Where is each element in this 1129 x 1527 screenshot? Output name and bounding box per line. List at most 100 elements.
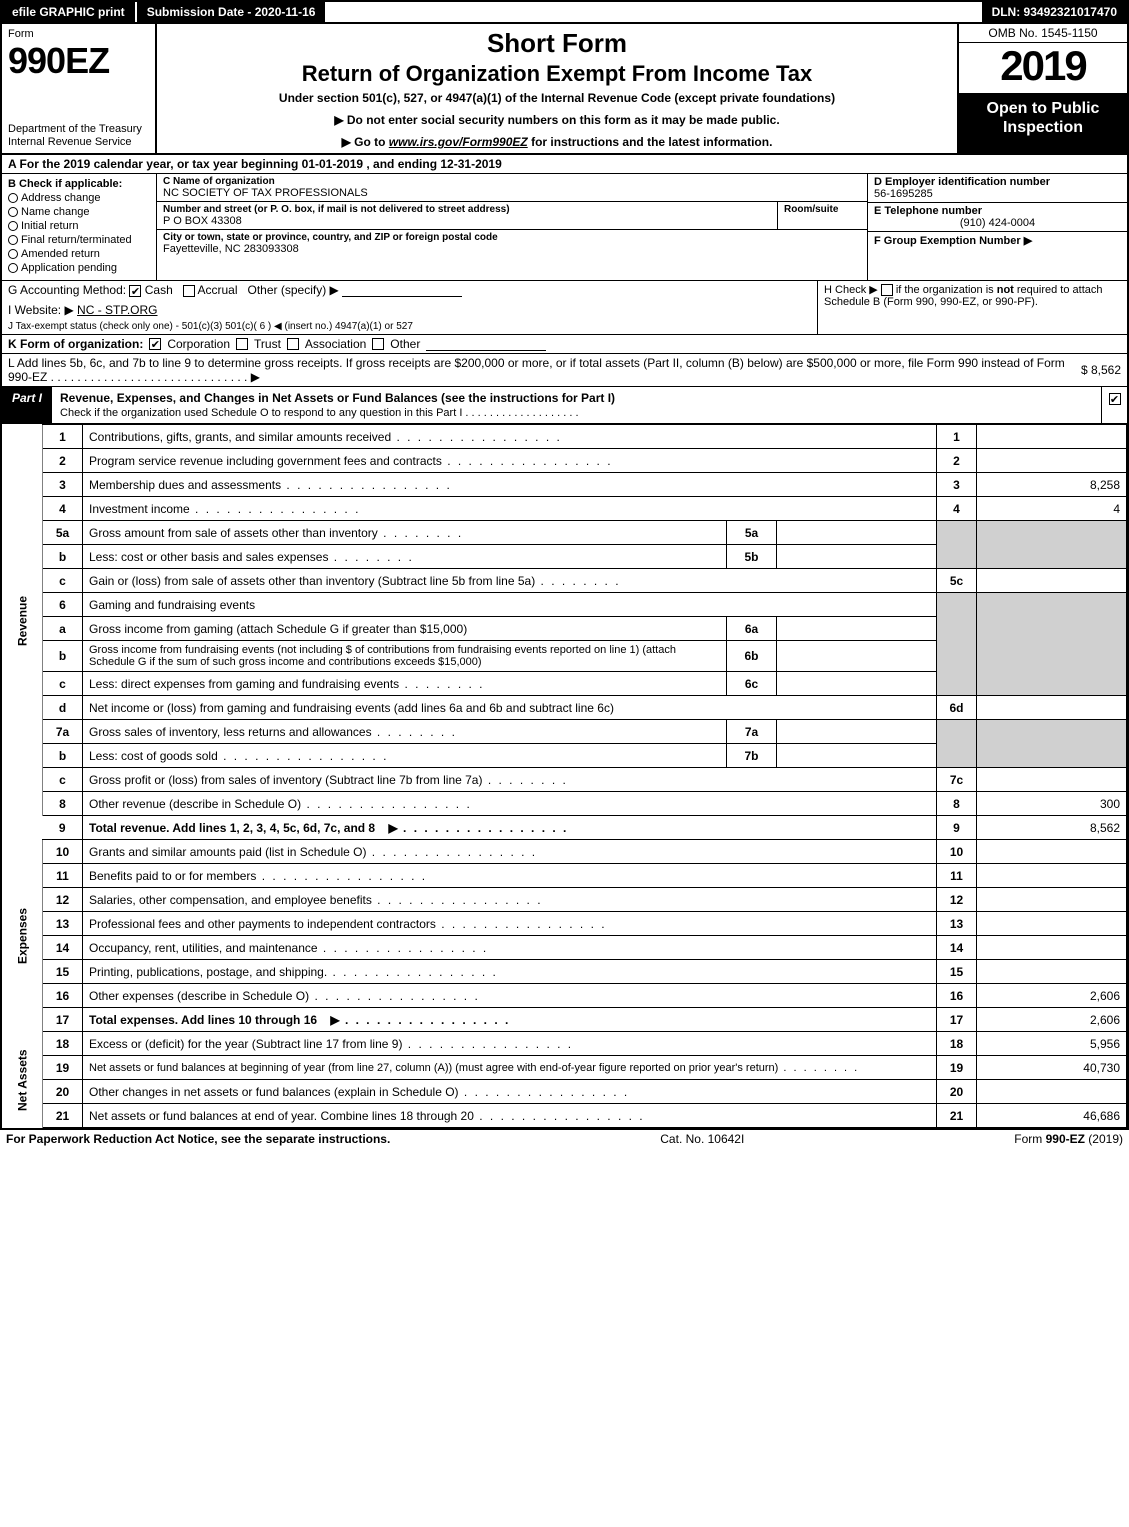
d9: Total revenue. Add lines 1, 2, 3, 4, 5c,… — [83, 816, 937, 840]
part-i-tag: Part I — [2, 387, 52, 423]
right-box: OMB No. 1545-1150 2019 Open to Public In… — [957, 24, 1127, 153]
lbl-other: Other (specify) ▶ — [248, 283, 339, 297]
lbl: Address change — [21, 192, 101, 204]
row-g: G Accounting Method: Cash Accrual Other … — [2, 281, 817, 334]
v6c[interactable] — [777, 672, 937, 696]
v6b[interactable] — [777, 641, 937, 672]
chk-h[interactable] — [881, 284, 893, 296]
chk-other-org[interactable] — [372, 338, 384, 350]
chk-trust[interactable] — [236, 338, 248, 350]
other-input[interactable] — [342, 283, 462, 297]
lbl: Initial return — [21, 220, 78, 232]
chk-assoc[interactable] — [287, 338, 299, 350]
chk-final-return[interactable]: Final return/terminated — [8, 234, 150, 246]
omb-number: OMB No. 1545-1150 — [959, 24, 1127, 43]
part-i-checkbox[interactable] — [1101, 387, 1127, 423]
header-block: Form 990EZ Department of the Treasury In… — [2, 24, 1127, 155]
ln19: 19 — [937, 1056, 977, 1080]
d19: Net assets or fund balances at beginning… — [83, 1056, 937, 1080]
n2: 2 — [43, 449, 83, 473]
row-h: H Check ▶ if the organization is not req… — [817, 281, 1127, 334]
a5c — [977, 569, 1127, 593]
ln11: 11 — [937, 864, 977, 888]
side-netassets: Net Assets — [2, 1032, 43, 1128]
ln4: 4 — [937, 497, 977, 521]
tel-val: (910) 424-0004 — [874, 217, 1121, 229]
s7a: 7a — [727, 720, 777, 744]
n15: 15 — [43, 960, 83, 984]
submission-date-button[interactable]: Submission Date - 2020-11-16 — [137, 2, 326, 22]
a10 — [977, 840, 1127, 864]
website-val[interactable]: NC - STP.ORG — [77, 303, 157, 317]
city-lbl: City or town, state or province, country… — [163, 232, 861, 243]
v7b[interactable] — [777, 744, 937, 768]
chk-name-change[interactable]: Name change — [8, 206, 150, 218]
a14 — [977, 936, 1127, 960]
chk-accrual[interactable] — [183, 285, 195, 297]
chk-corp[interactable] — [149, 338, 161, 350]
g6 — [937, 593, 977, 696]
chk-cash[interactable] — [129, 285, 141, 297]
v7a[interactable] — [777, 720, 937, 744]
s6b: 6b — [727, 641, 777, 672]
d11: Benefits paid to or for members — [83, 864, 937, 888]
a8: 300 — [977, 792, 1127, 816]
n10: 10 — [43, 840, 83, 864]
d6d: Net income or (loss) from gaming and fun… — [83, 696, 937, 720]
department-label: Department of the Treasury Internal Reve… — [8, 123, 149, 149]
title-main: Return of Organization Exempt From Incom… — [165, 61, 949, 87]
lbl-trust: Trust — [254, 337, 281, 351]
chk-amended-return[interactable]: Amended return — [8, 248, 150, 260]
room-cell: Room/suite — [777, 202, 867, 229]
efile-print-button[interactable]: efile GRAPHIC print — [2, 2, 137, 22]
d12: Salaries, other compensation, and employ… — [83, 888, 937, 912]
v5a[interactable] — [777, 521, 937, 545]
form-number: 990EZ — [8, 40, 149, 82]
v6a[interactable] — [777, 617, 937, 641]
i-lead: I Website: ▶ — [8, 303, 74, 317]
goto-pre: ▶ Go to — [342, 135, 389, 149]
side-expenses: Expenses — [2, 840, 43, 1032]
footer-left: For Paperwork Reduction Act Notice, see … — [6, 1132, 390, 1146]
footer-center: Cat. No. 10642I — [660, 1132, 744, 1146]
ein-lbl: D Employer identification number — [874, 176, 1121, 188]
irs-link[interactable]: www.irs.gov/Form990EZ — [389, 135, 528, 149]
a18: 5,956 — [977, 1032, 1127, 1056]
n5a: 5a — [43, 521, 83, 545]
d6a: Gross income from gaming (attach Schedul… — [83, 617, 727, 641]
n3: 3 — [43, 473, 83, 497]
n6c: c — [43, 672, 83, 696]
addr-row: Number and street (or P. O. box, if mail… — [157, 202, 867, 230]
goto-line: ▶ Go to www.irs.gov/Form990EZ for instru… — [165, 135, 949, 149]
ln9: 9 — [937, 816, 977, 840]
chk-application-pending[interactable]: Application pending — [8, 262, 150, 274]
other-org-input[interactable] — [426, 337, 546, 351]
ln21: 21 — [937, 1104, 977, 1128]
title-short-form: Short Form — [165, 28, 949, 59]
goto-post: for instructions and the latest informat… — [528, 135, 773, 149]
ga7 — [977, 720, 1127, 768]
ln6d: 6d — [937, 696, 977, 720]
chk-initial-return[interactable]: Initial return — [8, 220, 150, 232]
a12 — [977, 888, 1127, 912]
n11: 11 — [43, 864, 83, 888]
lbl: Application pending — [21, 262, 117, 274]
tel-lbl: E Telephone number — [874, 205, 1121, 217]
n7b: b — [43, 744, 83, 768]
side-gap1 — [2, 816, 43, 840]
title-sub: Under section 501(c), 527, or 4947(a)(1)… — [165, 91, 949, 105]
spacer — [325, 2, 981, 22]
ga6 — [977, 593, 1127, 696]
ln13: 13 — [937, 912, 977, 936]
chk-address-change[interactable]: Address change — [8, 192, 150, 204]
d4: Investment income — [83, 497, 937, 521]
ln2: 2 — [937, 449, 977, 473]
open-to-public: Open to Public Inspection — [959, 93, 1127, 153]
lbl-assoc: Association — [305, 337, 366, 351]
ln3: 3 — [937, 473, 977, 497]
d7a: Gross sales of inventory, less returns a… — [83, 720, 727, 744]
v5b[interactable] — [777, 545, 937, 569]
d5c: Gain or (loss) from sale of assets other… — [83, 569, 937, 593]
ln12: 12 — [937, 888, 977, 912]
ln15: 15 — [937, 960, 977, 984]
